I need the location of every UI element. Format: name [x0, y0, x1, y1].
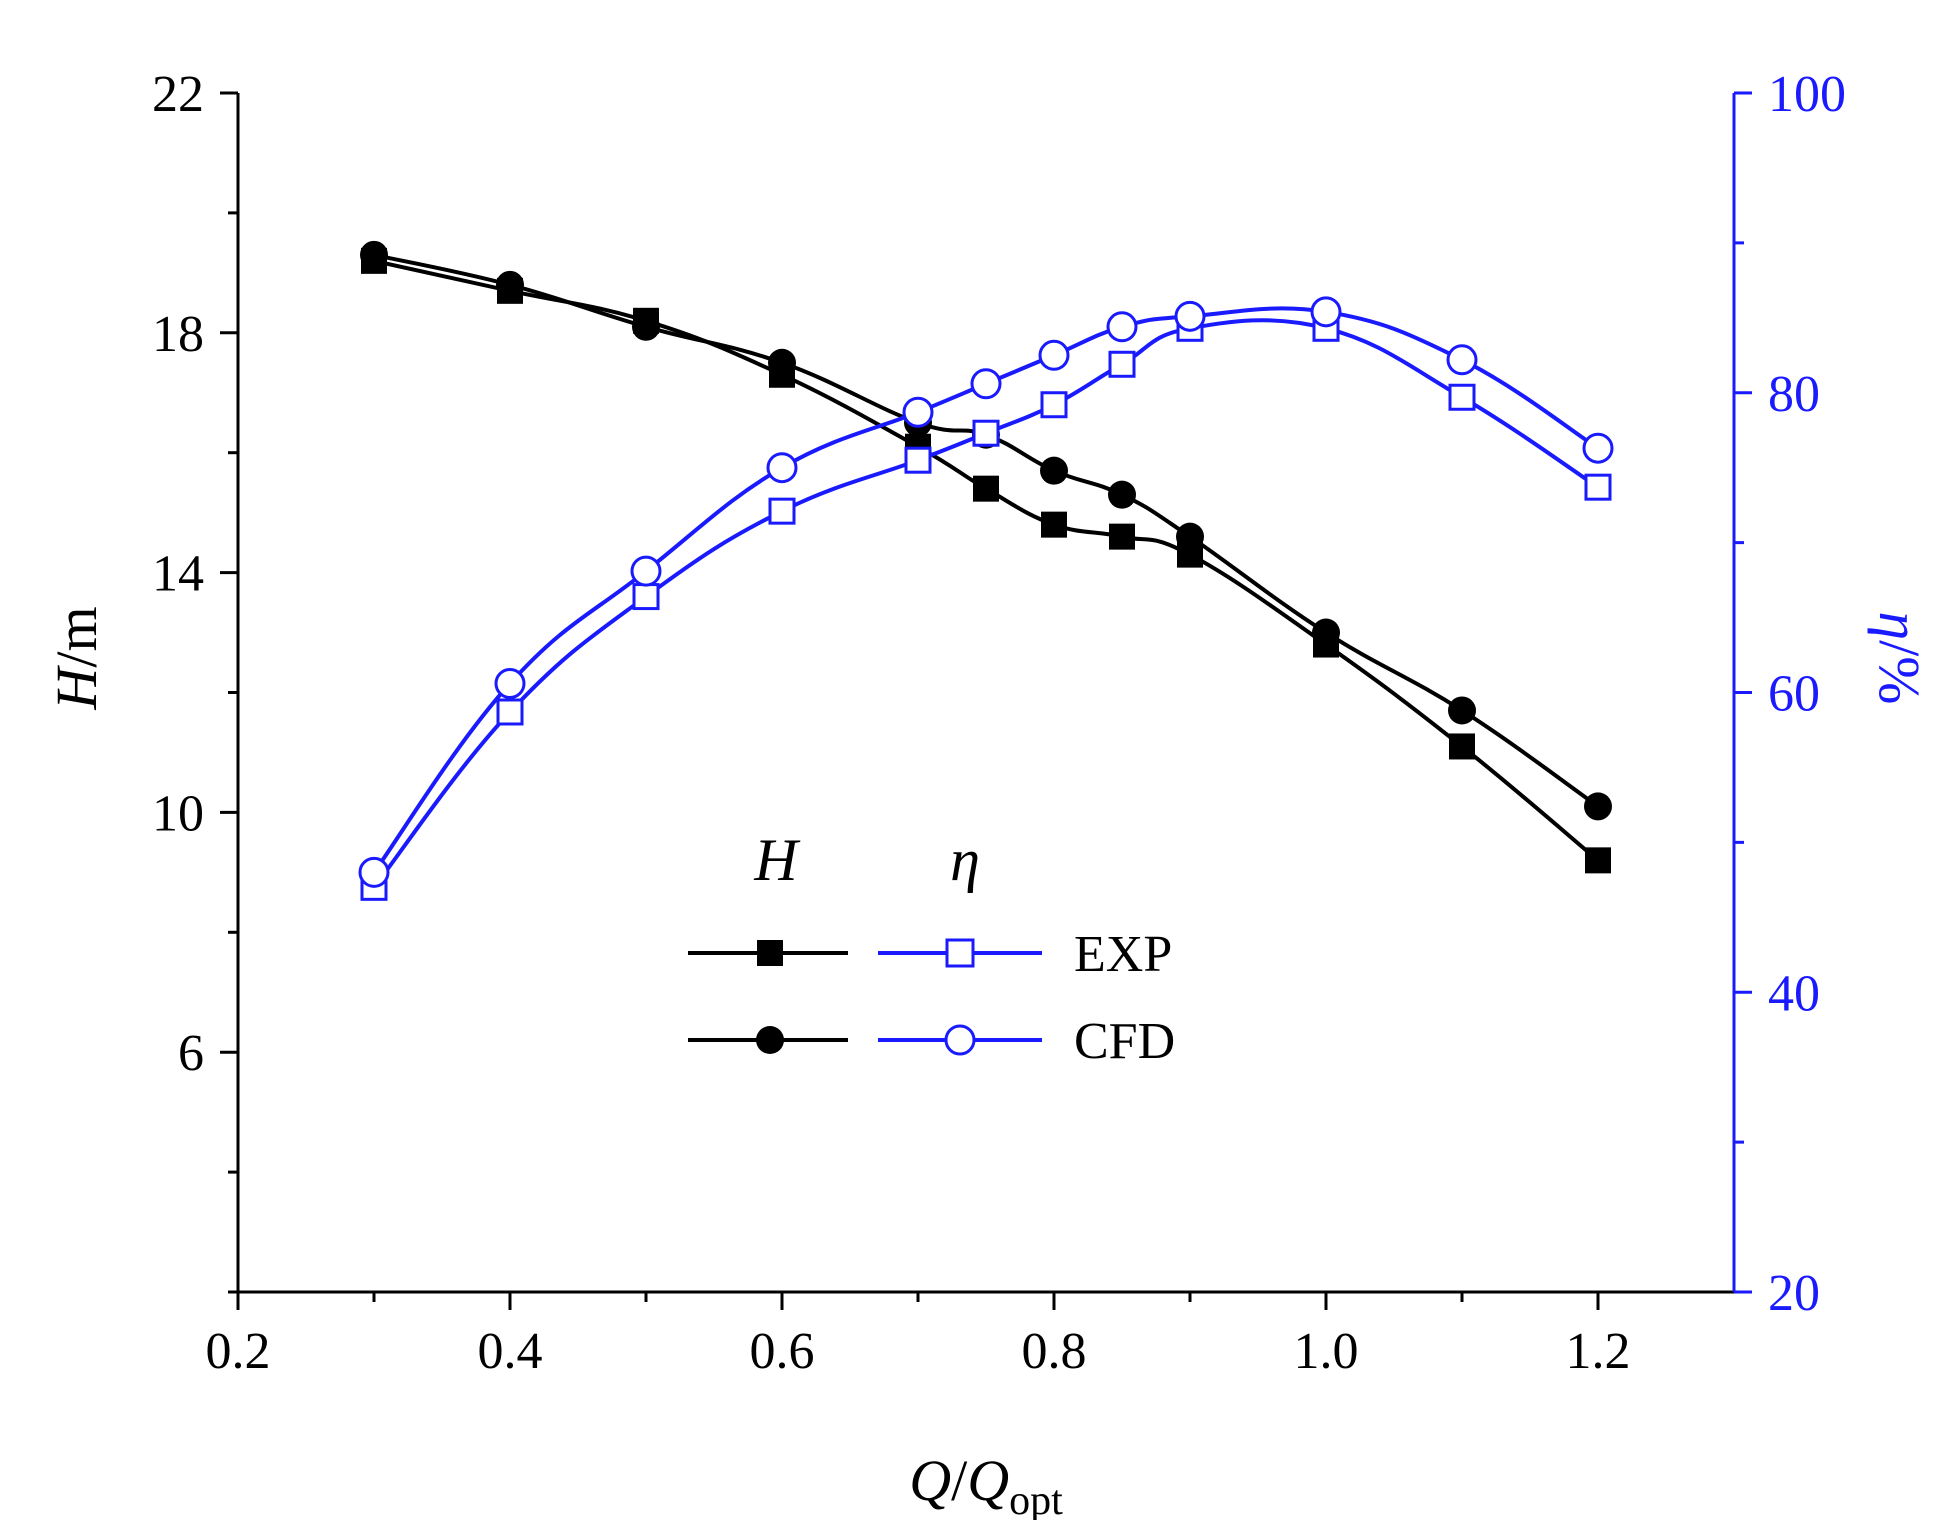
data-point-h-exp: [973, 475, 999, 502]
series-line-h-cfd: [373, 252, 1600, 809]
y-left-title-unit: /m: [44, 606, 109, 667]
legend-h-cfd-marker: [756, 1026, 784, 1054]
x-title-q2: Q: [967, 1448, 1009, 1513]
y-right-tick-label: 100: [1768, 66, 1846, 123]
y-left-tick-label: 10: [152, 785, 204, 842]
data-point-h-cfd: [768, 348, 796, 377]
y-right-title-unit: /%: [1867, 640, 1932, 704]
data-point-η-cfd: [630, 555, 662, 587]
y-right-ticks: 20 40 60 80 100: [1734, 66, 1846, 1322]
y-right-tick-label: 40: [1768, 965, 1820, 1022]
data-point-η-cfd: [1310, 296, 1342, 328]
y-left-axis-title: H/m: [44, 606, 109, 710]
y-left-ticks: 6 10 14 18 22: [152, 66, 238, 1294]
y-left-tick-label: 22: [152, 66, 204, 123]
curves: [372, 252, 1600, 889]
data-point-η-exp: [632, 583, 660, 611]
x-title-q: Q: [909, 1448, 951, 1513]
data-point-h-cfd: [632, 312, 660, 341]
data-point-h-cfd: [360, 240, 388, 269]
data-point-η-cfd: [1038, 339, 1070, 371]
x-ticks: 0.2 0.4 0.6 0.8 1.0 1.2: [206, 1292, 1631, 1380]
data-point-h-cfd: [1448, 696, 1476, 725]
data-point-η-exp: [768, 497, 796, 525]
y-right-tick-label: 20: [1768, 1265, 1820, 1322]
y-right-tick-label: 80: [1768, 366, 1820, 423]
y-right-axis-title: η/%: [1867, 611, 1932, 704]
x-tick-label: 0.4: [478, 1323, 543, 1380]
legend-label-cfd: CFD: [1074, 1013, 1175, 1070]
data-point-η-cfd: [1106, 311, 1138, 343]
data-point-h-exp: [1109, 523, 1135, 550]
data-point-η-cfd: [902, 396, 934, 428]
y-left-title-h: H: [44, 665, 109, 711]
data-point-h-exp: [1041, 511, 1067, 538]
y-right-tick-label: 60: [1768, 666, 1820, 723]
legend-eta-cfd-marker: [944, 1024, 976, 1056]
data-point-η-exp: [1108, 350, 1136, 378]
data-point-h-cfd: [1312, 618, 1340, 647]
legend-eta-exp-marker: [945, 938, 975, 968]
data-point-η-cfd: [766, 452, 798, 484]
data-point-η-cfd: [358, 856, 390, 888]
legend-h-exp-marker: [757, 940, 783, 966]
data-point-η-cfd: [494, 668, 526, 700]
data-point-η-cfd: [1446, 344, 1478, 376]
y-left-tick-label: 14: [152, 546, 204, 603]
y-right-title-eta: η: [1867, 611, 1932, 640]
x-tick-label: 1.0: [1294, 1323, 1359, 1380]
data-point-h-cfd: [1584, 792, 1612, 821]
legend-head-h: H: [753, 827, 801, 893]
data-point-h-cfd: [1108, 480, 1136, 509]
x-tick-label: 0.6: [750, 1323, 815, 1380]
data-point-h-cfd: [496, 270, 524, 299]
data-point-η-exp: [972, 419, 1000, 447]
legend-label-exp: EXP: [1074, 926, 1172, 983]
x-title-sub: opt: [1009, 1478, 1063, 1520]
data-point-h-cfd: [1176, 522, 1204, 551]
markers: [358, 240, 1614, 901]
y-left-tick-label: 6: [178, 1025, 204, 1082]
x-tick-label: 0.8: [1022, 1323, 1087, 1380]
data-point-η-cfd: [1582, 432, 1614, 464]
x-axis-title: Q/Qopt: [909, 1448, 1063, 1520]
data-point-η-cfd: [970, 368, 1002, 400]
data-point-η-cfd: [1174, 300, 1206, 332]
x-tick-label: 0.2: [206, 1323, 271, 1380]
data-point-η-exp: [904, 446, 932, 474]
legend-head-eta: η: [950, 827, 980, 893]
data-point-h-cfd: [1040, 456, 1068, 485]
data-point-h-exp: [1449, 733, 1475, 760]
series-line-η-exp: [372, 318, 1600, 889]
data-point-h-exp: [1585, 847, 1611, 874]
data-point-η-exp: [496, 698, 524, 726]
x-tick-label: 1.2: [1566, 1323, 1631, 1380]
series-line-h-exp: [373, 258, 1600, 862]
data-point-η-exp: [1584, 473, 1612, 501]
legend: H η EXP CFD: [688, 827, 1175, 1070]
y-left-tick-label: 18: [152, 306, 204, 363]
data-point-η-exp: [1448, 383, 1476, 411]
x-title-sep: /: [951, 1448, 968, 1513]
data-point-η-exp: [1040, 391, 1068, 419]
